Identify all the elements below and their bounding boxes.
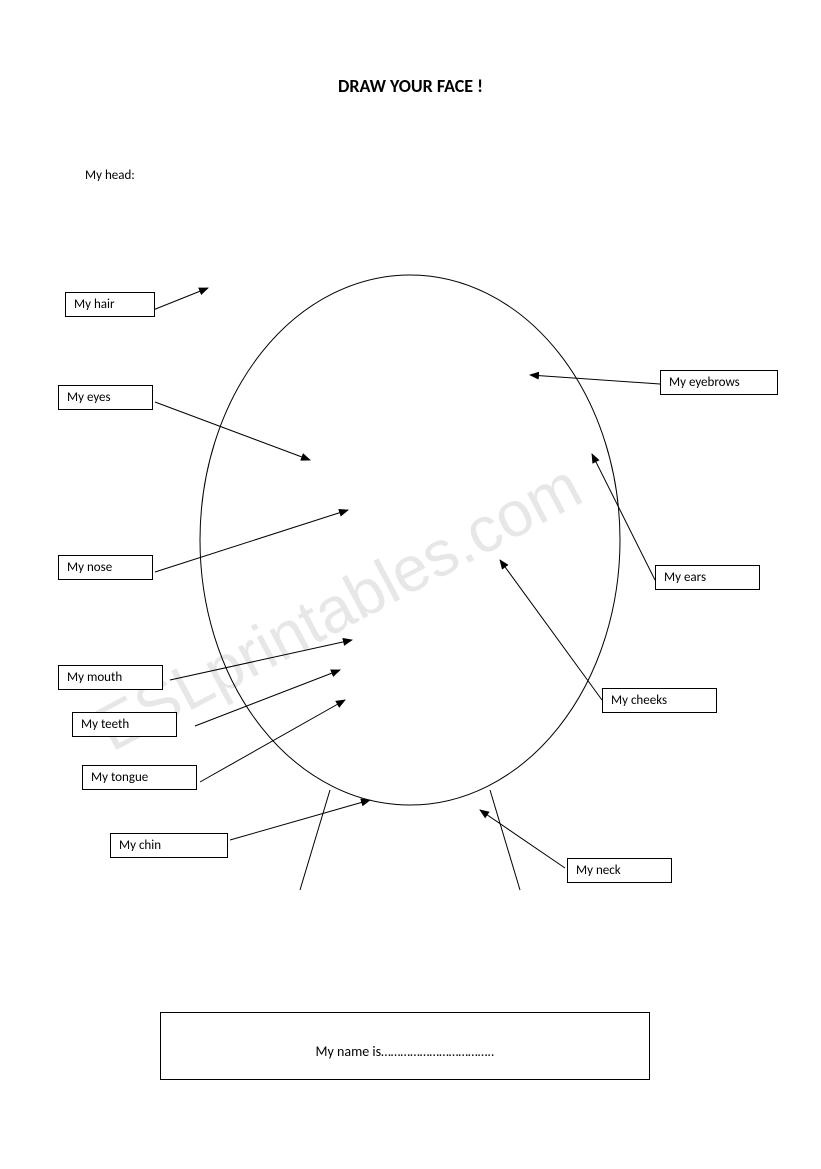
label-mouth: My mouth [58, 665, 163, 690]
label-tongue: My tongue [82, 765, 197, 790]
label-chin: My chin [110, 833, 228, 858]
label-eyes: My eyes [58, 385, 153, 410]
subtitle-my-head: My head: [85, 168, 135, 183]
name-box: My name is…………………………….. [160, 1012, 650, 1080]
label-teeth: My teeth [72, 712, 177, 737]
label-ears: My ears [655, 565, 760, 590]
label-cheeks: My cheeks [602, 688, 717, 713]
label-hair: My hair [65, 292, 155, 317]
label-neck: My neck [567, 858, 672, 883]
page-title: DRAW YOUR FACE ! [0, 75, 821, 97]
label-eyebrows: My eyebrows [660, 370, 778, 395]
label-nose: My nose [58, 555, 153, 580]
